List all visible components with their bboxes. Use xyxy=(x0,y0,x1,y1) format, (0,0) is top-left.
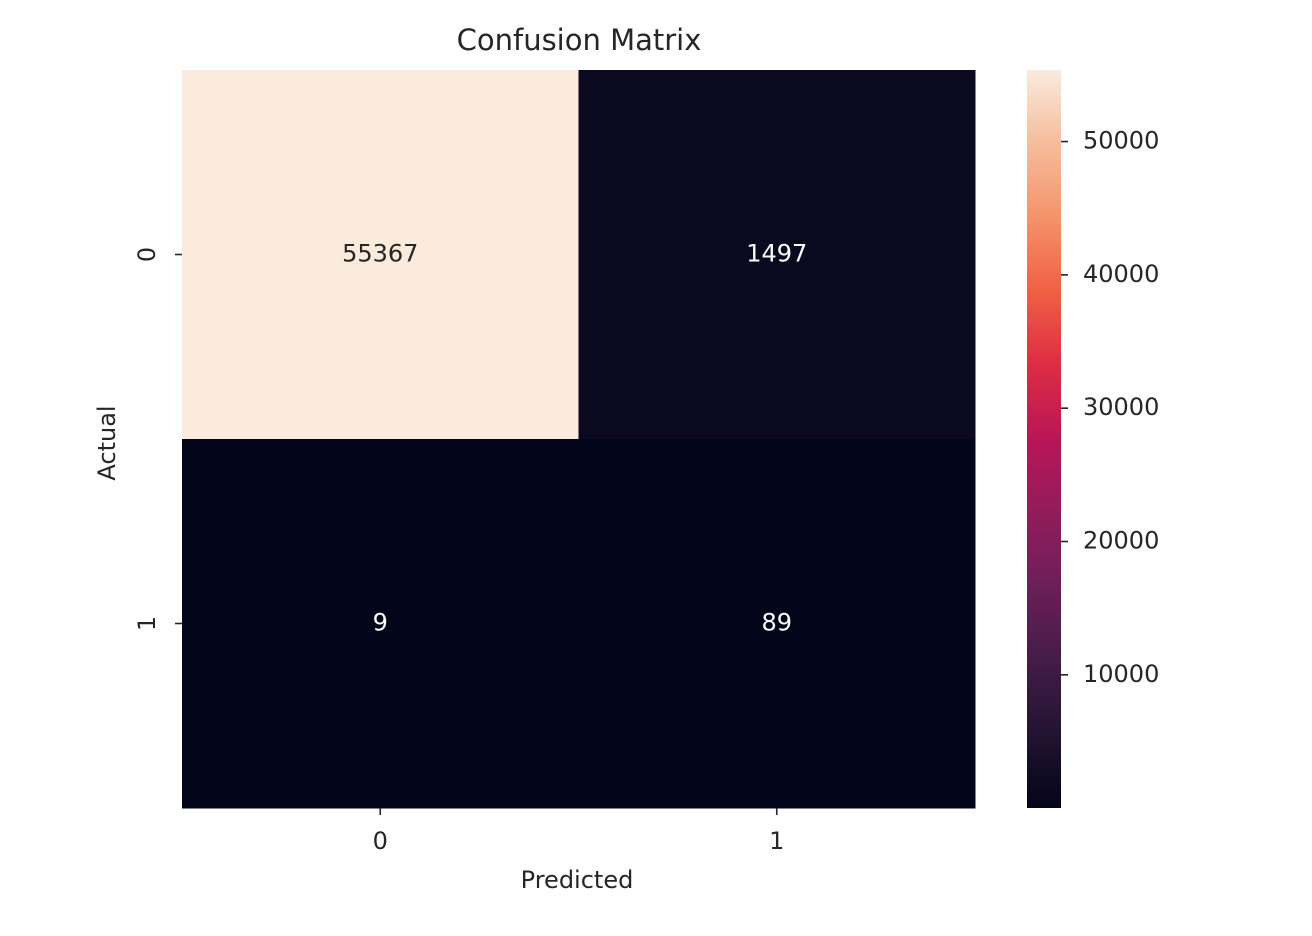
y-tick-label: 0 xyxy=(133,247,161,262)
heatmap-cell xyxy=(182,70,579,440)
x-tick-label: 0 xyxy=(373,827,388,855)
chart-title: Confusion Matrix xyxy=(457,23,702,57)
cell-label: 9 xyxy=(373,609,388,637)
x-axis-label: Predicted xyxy=(521,866,634,894)
heatmap-cell xyxy=(182,439,579,809)
colorbar-tick-label: 40000 xyxy=(1083,260,1159,288)
colorbar-tick-label: 30000 xyxy=(1083,393,1159,421)
cell-label: 1497 xyxy=(746,240,807,268)
x-tick-label: 1 xyxy=(769,827,784,855)
y-axis-label: Actual xyxy=(93,405,121,480)
colorbar-tick-label: 10000 xyxy=(1083,660,1159,688)
colorbar-tick-label: 50000 xyxy=(1083,127,1159,155)
colorbar xyxy=(1027,70,1061,808)
y-tick-label: 1 xyxy=(133,616,161,631)
cell-label: 55367 xyxy=(342,240,418,268)
heatmap-cell xyxy=(578,70,976,440)
colorbar-tick-label: 20000 xyxy=(1083,526,1159,554)
cell-label: 89 xyxy=(761,609,792,637)
heatmap-cell xyxy=(578,439,976,809)
